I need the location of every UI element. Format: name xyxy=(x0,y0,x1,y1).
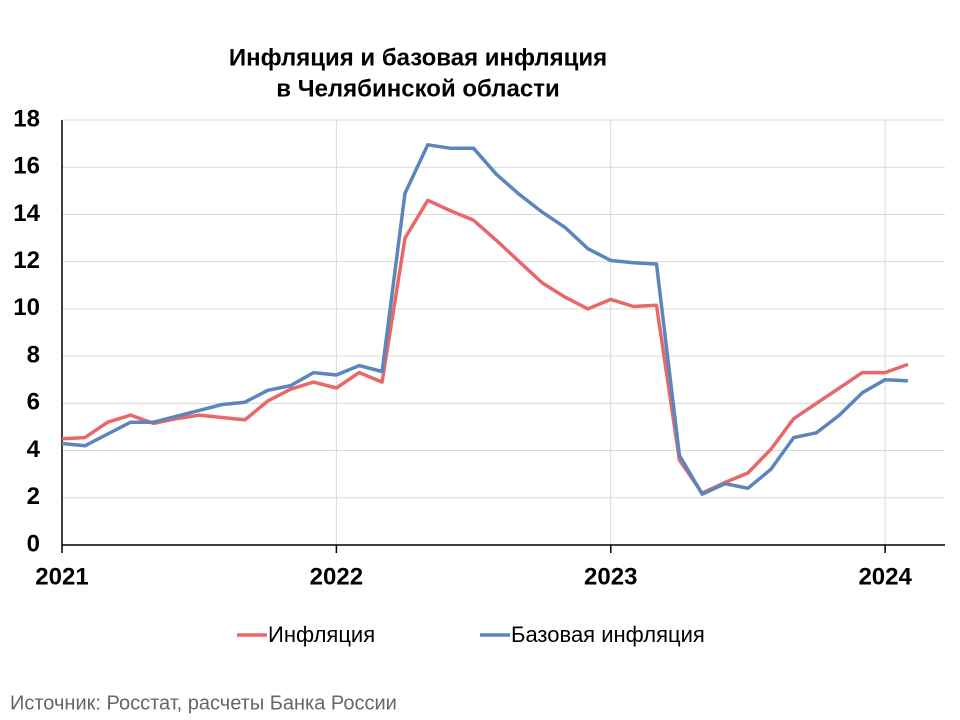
y-tick-label: 0 xyxy=(27,530,40,557)
series-line xyxy=(61,198,909,495)
chart-title: в Челябинской области xyxy=(276,75,559,102)
x-tick-label: 2022 xyxy=(310,563,363,590)
chart-title: Инфляция и базовая инфляция xyxy=(229,44,607,71)
legend-label: Базовая инфляция xyxy=(511,622,705,647)
x-tick-label: 2021 xyxy=(35,563,88,590)
series-line xyxy=(61,143,909,496)
x-tick-label: 2024 xyxy=(858,563,912,590)
y-tick-label: 2 xyxy=(27,483,40,510)
y-tick-label: 6 xyxy=(27,389,40,416)
x-tick-label: 2023 xyxy=(584,563,637,590)
y-tick-label: 16 xyxy=(13,153,40,180)
y-tick-label: 4 xyxy=(27,436,41,463)
y-tick-label: 18 xyxy=(13,105,40,132)
y-tick-label: 14 xyxy=(13,200,40,227)
legend-label: Инфляция xyxy=(268,622,375,647)
y-tick-label: 12 xyxy=(13,247,40,274)
y-tick-label: 8 xyxy=(27,341,40,368)
y-tick-label: 10 xyxy=(13,294,40,321)
source-note: Источник: Росстат, расчеты Банка России xyxy=(10,692,397,714)
